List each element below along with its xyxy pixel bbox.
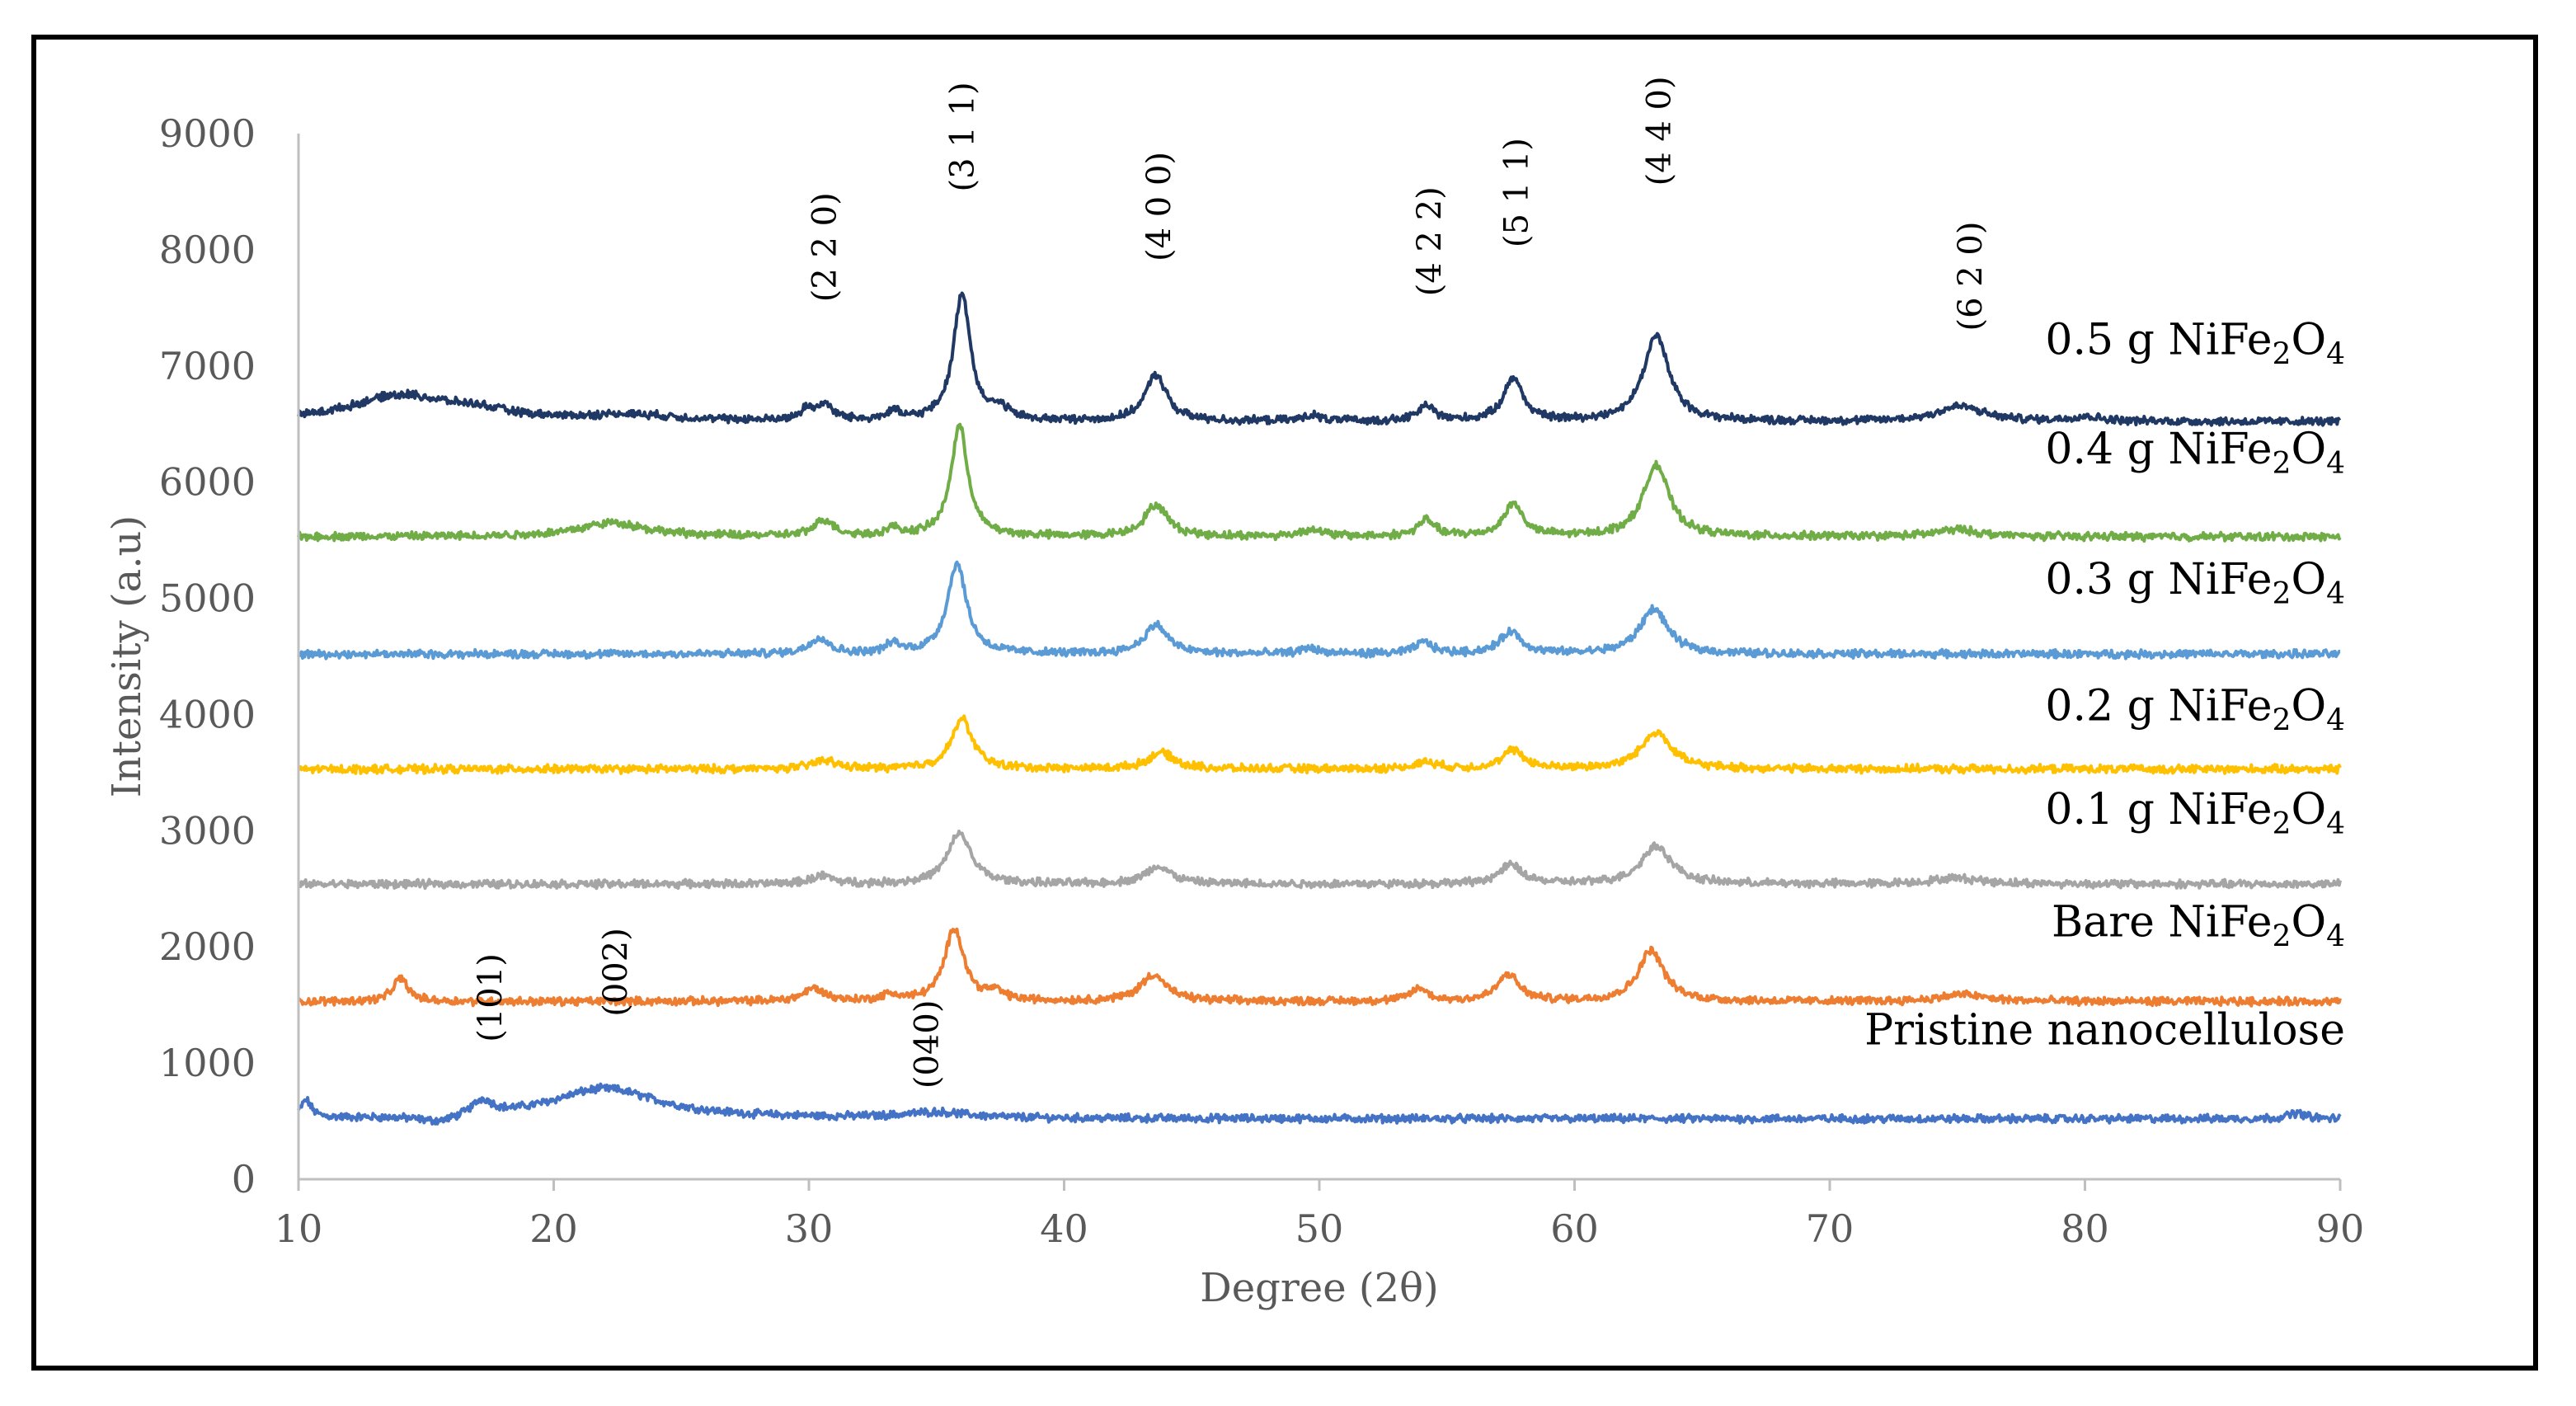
y-axis-title: Intensity (a.u) [104, 515, 150, 797]
x-tick-label: 40 [1040, 1206, 1088, 1251]
x-tick-label: 10 [275, 1206, 323, 1251]
y-tick-label: 2000 [159, 924, 256, 969]
series-label: Bare NiFe2O4 [2052, 898, 2345, 954]
y-tick-label: 0 [232, 1157, 256, 1201]
series-label: 0.1 g NiFe2O4 [2045, 785, 2345, 841]
hkl-annotation: (5 1 1) [1497, 138, 1535, 247]
series-line-2 [297, 830, 2342, 891]
y-tick-label: 3000 [159, 808, 256, 853]
series-line-1 [297, 927, 2342, 1008]
y-tick-label: 1000 [159, 1041, 256, 1085]
series-line-3 [298, 714, 2342, 775]
hkl-annotation: (6 2 0) [1952, 222, 1990, 332]
y-tick-label: 6000 [159, 460, 256, 505]
chart-frame: 10 20 30 40 50 60 70 80 90 0 1000 2000 3000 4000 5000 6… [31, 35, 2538, 1371]
x-tick-label: 70 [1806, 1206, 1854, 1251]
series-line-4 [297, 560, 2341, 661]
x-tick-label: 60 [1550, 1206, 1599, 1251]
x-tick-label: 80 [2061, 1206, 2109, 1251]
hkl-annotation: (4 0 0) [1140, 152, 1178, 261]
series-label: 0.4 g NiFe2O4 [2045, 425, 2345, 481]
y-tick-label: 4000 [159, 692, 256, 736]
series-label: 0.5 g NiFe2O4 [2045, 316, 2345, 372]
x-axis-title: Degree (2θ) [1200, 1265, 1439, 1311]
x-tick-label: 30 [785, 1206, 834, 1251]
series-line-0 [297, 1082, 2342, 1126]
y-tick-label: 8000 [159, 228, 256, 272]
series-label: Pristine nanocellulose [1864, 1006, 2345, 1056]
y-tick-label: 5000 [159, 576, 256, 621]
x-tick-label: 20 [529, 1206, 578, 1251]
series-line-5 [297, 422, 2342, 543]
hkl-annotation: (2 2 0) [806, 192, 844, 302]
x-tick-label: 90 [2316, 1206, 2365, 1251]
series-label: 0.2 g NiFe2O4 [2045, 681, 2345, 737]
y-tick-label: 7000 [159, 344, 256, 388]
x-tick-label: 50 [1295, 1206, 1344, 1251]
xrd-chart: 10 20 30 40 50 60 70 80 90 0 1000 2000 3000 4000 5000 6… [104, 76, 2365, 1311]
hkl-annotation: (4 4 0) [1641, 76, 1679, 186]
hkl-annotation: (4 2 2) [1411, 186, 1449, 296]
hkl-annotation: (002) [597, 928, 635, 1017]
series-label: 0.3 g NiFe2O4 [2045, 555, 2345, 611]
hkl-annotation: (040) [908, 1000, 946, 1089]
y-tick-label: 9000 [159, 111, 256, 156]
hkl-annotation: (3 1 1) [944, 82, 982, 191]
series-line-6 [297, 291, 2342, 427]
hkl-annotation: (101) [472, 953, 510, 1042]
